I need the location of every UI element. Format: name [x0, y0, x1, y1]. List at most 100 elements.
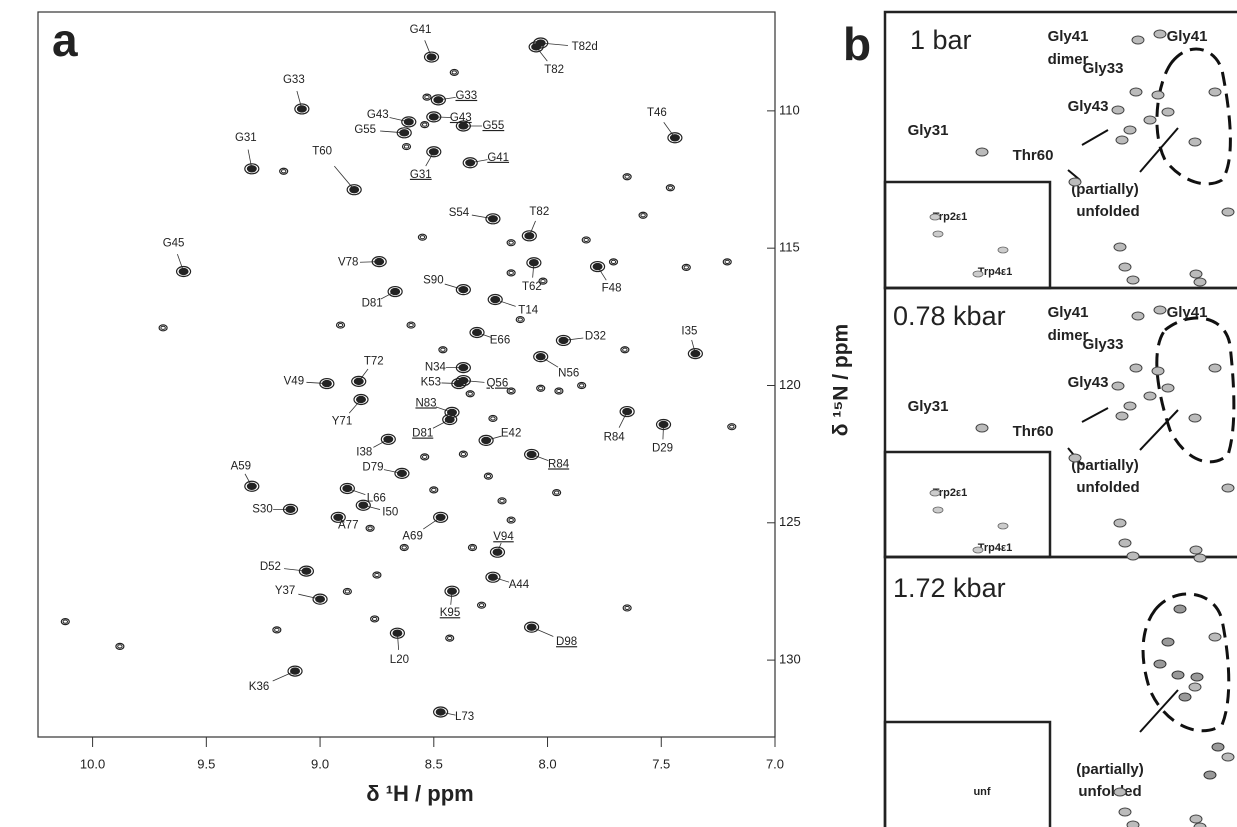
peak-label: A77	[338, 519, 358, 531]
peak-label: G31	[410, 169, 432, 181]
peak	[458, 450, 468, 458]
peak	[294, 103, 310, 115]
peak	[619, 405, 635, 418]
peak-label: D52	[260, 561, 281, 573]
inset-label: Trp4ε1	[978, 266, 1013, 278]
peak-contour	[727, 423, 737, 431]
peak-contour	[592, 262, 603, 271]
spectrum-peak	[1208, 87, 1222, 97]
spectrum-peak	[1153, 29, 1167, 39]
peak-label: S90	[423, 275, 443, 287]
peak-contour	[287, 665, 303, 677]
peak-contour	[401, 142, 412, 151]
peak-contour	[449, 68, 459, 77]
peak-contour	[526, 257, 542, 269]
peak-contour	[455, 374, 471, 387]
peak	[279, 167, 289, 175]
x-tick-label: 7.0	[766, 756, 784, 771]
peak	[533, 351, 549, 363]
x-tick-label: 10.0	[80, 756, 105, 771]
peak-contour	[442, 413, 458, 426]
peak-contour	[337, 322, 344, 328]
spectrum-peak	[1208, 632, 1222, 642]
peak-contour	[440, 347, 446, 352]
peak-contour	[420, 120, 430, 129]
peak	[497, 497, 507, 505]
peak-contour	[490, 295, 501, 304]
peak	[638, 211, 648, 219]
peak-label: I38	[356, 446, 372, 458]
peak	[353, 393, 369, 406]
peak	[538, 277, 548, 285]
peak-contour	[390, 287, 401, 296]
peak-contour	[342, 484, 353, 493]
peak-contour	[620, 346, 630, 354]
inset-label: Trp2ε1	[933, 487, 968, 499]
spectrum-peak	[1068, 177, 1082, 187]
peak	[298, 565, 315, 577]
peak-contour	[581, 236, 591, 244]
spectrum-peak	[1193, 822, 1207, 827]
inset-box	[883, 720, 1052, 827]
pressure-label: 0.78 kbar	[893, 301, 1006, 331]
peak-contour	[490, 416, 496, 421]
peak-contour	[524, 448, 540, 461]
peak-contour	[446, 587, 457, 595]
peak	[346, 184, 362, 196]
peak	[555, 334, 572, 347]
peak-contour	[524, 621, 540, 633]
peak-contour	[533, 351, 549, 363]
peak-label: G41	[487, 152, 509, 164]
peak	[423, 51, 440, 63]
peak	[483, 472, 493, 480]
peak-contour	[433, 511, 449, 523]
spectrum-peak	[975, 147, 989, 157]
peak-label: Y71	[332, 416, 352, 428]
x-tick-label: 8.5	[425, 756, 443, 771]
peak-contour	[399, 543, 409, 552]
peak-contour	[669, 134, 680, 142]
peak	[433, 706, 449, 718]
spectrum-peak	[1129, 363, 1143, 373]
y-tick-label: 110	[779, 102, 800, 117]
peak-contour	[344, 589, 351, 594]
peak-contour	[426, 111, 442, 123]
spectrum-peak	[1118, 807, 1132, 817]
peak-contour	[483, 472, 493, 480]
peak-contour	[117, 644, 123, 649]
peak-label: Y37	[275, 585, 295, 597]
peak-label: A69	[402, 530, 422, 542]
peak-contour	[683, 265, 689, 270]
peak-contour	[399, 129, 410, 137]
peak-contour	[515, 315, 525, 324]
peak-contour	[447, 636, 453, 641]
y-tick-label: 130	[779, 652, 801, 667]
arrow	[1139, 409, 1179, 451]
peak	[620, 346, 630, 354]
panel-b: 1 bar Gly41 dimer Gly41 Gly33 Gly43 Gly31 Thr60…	[883, 10, 1237, 827]
spectrum-peak	[972, 270, 984, 278]
peak-label: E42	[501, 427, 521, 439]
spectrum-peak	[1173, 604, 1187, 614]
peak-contour	[396, 469, 407, 478]
peak-label: Gly33	[1083, 60, 1124, 77]
peak	[115, 642, 125, 650]
spectrum-peak	[1193, 553, 1207, 563]
peak	[506, 239, 516, 247]
peak-label: V94	[493, 531, 514, 543]
peak-contour	[526, 450, 537, 459]
peak-contour	[435, 708, 446, 716]
peak	[455, 284, 471, 296]
peak-label: dimer	[1048, 51, 1089, 68]
peak	[426, 111, 442, 123]
peak-label: G33	[283, 74, 305, 86]
peak	[455, 374, 471, 387]
peak-contour	[578, 383, 585, 388]
peak-contour	[724, 259, 730, 265]
peak	[526, 257, 542, 269]
spectrum-peak	[1151, 366, 1165, 376]
peak-contour	[330, 511, 346, 523]
peak-contour	[60, 618, 70, 626]
peak-contour	[465, 159, 476, 167]
